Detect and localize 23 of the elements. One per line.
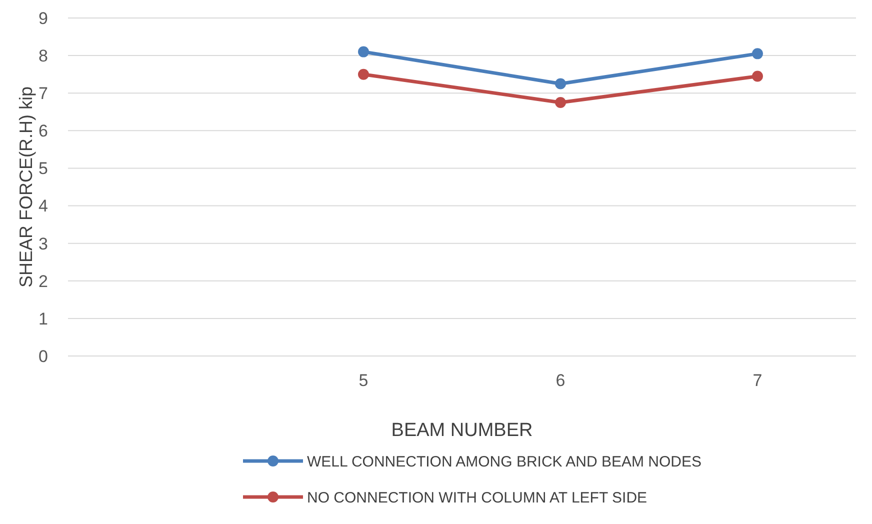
y-tick-label: 9 [38, 8, 48, 28]
x-tick-label: 7 [752, 371, 762, 390]
point [752, 70, 763, 82]
x-tick-label: 6 [556, 371, 566, 390]
point [555, 97, 566, 108]
y-tick-label: 3 [38, 234, 48, 254]
legend-label: NO CONNECTION WITH COLUMN AT LEFT SIDE [307, 489, 648, 506]
point [358, 68, 369, 80]
y-tick-label: 8 [38, 46, 48, 66]
point [555, 78, 566, 90]
point [358, 46, 369, 58]
y-tick-label: 4 [38, 196, 48, 216]
legend-label: WELL CONNECTION AMONG BRICK AND BEAM NODES [307, 453, 702, 470]
y-axis-title: SHEAR FORCE(R.H) kip [16, 86, 36, 288]
y-tick-label: 6 [38, 122, 48, 141]
y-tick-label: 2 [38, 272, 48, 291]
y-tick-label: 7 [38, 84, 48, 104]
y-tick-label: 0 [38, 346, 48, 366]
x-axis-title: BEAM NUMBER [391, 420, 533, 441]
point [752, 48, 763, 60]
x-tick-label: 5 [358, 371, 368, 390]
y-tick-label: 1 [38, 309, 48, 328]
y-tick-label: 5 [38, 159, 48, 178]
